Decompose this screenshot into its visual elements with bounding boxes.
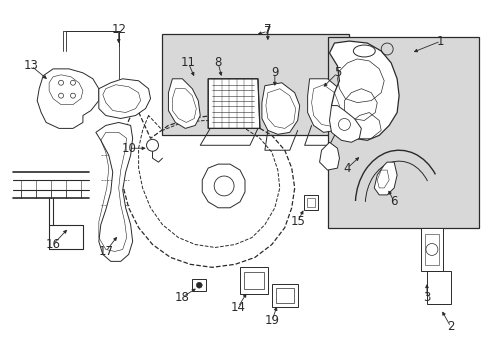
Text: 1: 1 — [436, 35, 444, 48]
Polygon shape — [96, 122, 132, 261]
Text: 18: 18 — [175, 291, 189, 303]
Circle shape — [146, 139, 158, 151]
Text: 8: 8 — [214, 57, 222, 69]
Text: 5: 5 — [333, 66, 341, 79]
Text: 17: 17 — [98, 245, 113, 258]
Text: 6: 6 — [389, 195, 397, 208]
Text: 7: 7 — [264, 23, 271, 36]
Bar — [327, 37, 478, 228]
Text: 13: 13 — [24, 59, 39, 72]
Text: 14: 14 — [230, 301, 245, 314]
Polygon shape — [373, 162, 396, 195]
Polygon shape — [202, 164, 244, 208]
Text: 7: 7 — [264, 24, 271, 38]
Bar — [162, 34, 349, 135]
Text: 3: 3 — [423, 291, 430, 303]
Polygon shape — [271, 284, 297, 307]
Text: 10: 10 — [121, 142, 136, 155]
Polygon shape — [329, 41, 398, 140]
Text: 4: 4 — [343, 162, 350, 175]
Text: 2: 2 — [446, 320, 454, 333]
Polygon shape — [262, 83, 299, 134]
Text: 9: 9 — [270, 66, 278, 79]
Circle shape — [196, 282, 202, 288]
Polygon shape — [319, 142, 339, 170]
Text: 12: 12 — [111, 23, 126, 36]
Polygon shape — [240, 267, 267, 294]
Polygon shape — [37, 69, 99, 129]
Polygon shape — [99, 79, 150, 118]
Polygon shape — [192, 279, 206, 291]
Polygon shape — [168, 79, 200, 129]
Polygon shape — [303, 195, 317, 210]
Polygon shape — [426, 271, 450, 304]
Text: 11: 11 — [181, 57, 195, 69]
Text: 15: 15 — [290, 215, 305, 228]
Polygon shape — [307, 79, 345, 132]
Text: 16: 16 — [45, 238, 61, 251]
Text: 19: 19 — [264, 314, 279, 327]
Polygon shape — [420, 228, 442, 271]
Polygon shape — [329, 105, 361, 142]
Polygon shape — [208, 79, 260, 129]
